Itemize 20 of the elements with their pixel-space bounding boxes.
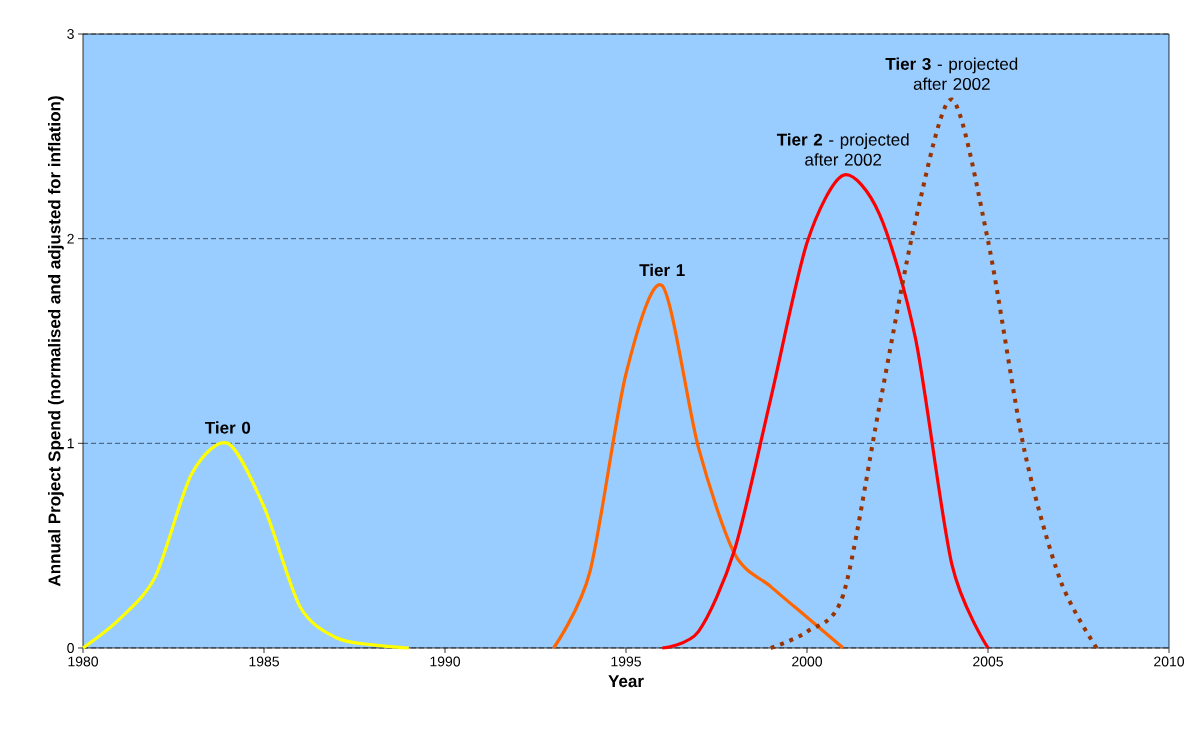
x-tick-label: 1995: [611, 656, 641, 667]
line-series: [768, 97, 1099, 650]
x-tick-label: 2010: [1154, 656, 1185, 667]
annotation: Tier 2 - projected after 2002: [776, 133, 909, 166]
line-series: [81, 441, 411, 650]
annotation: Tier 3 - projected after 2002: [885, 57, 1018, 90]
x-tick-label: 2005: [973, 656, 1003, 667]
y-tick-label: 2: [67, 233, 74, 244]
x-axis-title: Year: [608, 675, 644, 688]
x-tick-label: 1985: [249, 656, 279, 667]
y-tick-label: 0: [67, 643, 74, 653]
x-tick-label: 1980: [68, 656, 99, 667]
annotation: Tier 1: [639, 263, 685, 277]
x-tick-label: 1990: [430, 656, 461, 667]
y-tick-label: 1: [67, 438, 74, 449]
x-tick-label: 2000: [792, 656, 823, 667]
line-series: [552, 283, 845, 650]
annotation: Tier 0: [205, 421, 251, 434]
y-axis-title: Annual Project Spend (normalised and adjusted for inflation): [47, 96, 64, 587]
y-tick-label: 3: [67, 29, 74, 39]
